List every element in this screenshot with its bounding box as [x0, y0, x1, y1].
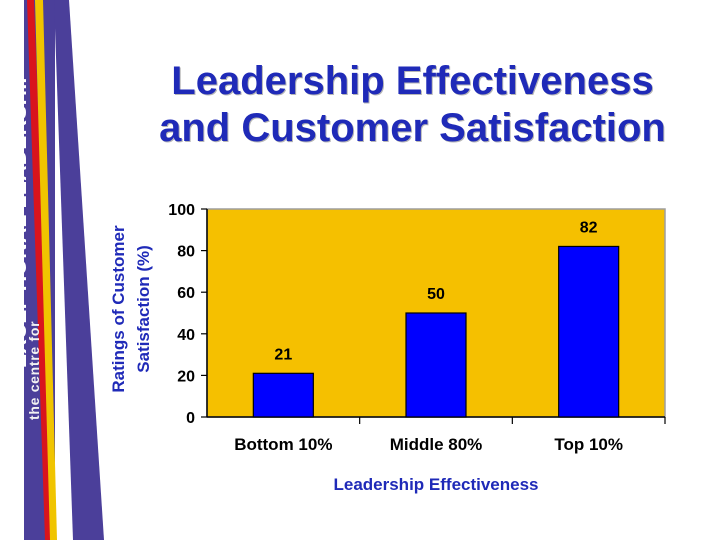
brand-wordmark: the centre for EXCEPTIONAL LEADERSHIP: [6, 0, 76, 420]
y-axis-label-line-1: Ratings of Customer: [109, 225, 128, 393]
y-tick-label: 60: [177, 285, 195, 302]
bar: [405, 312, 467, 418]
bar-chart: 0 20 40 60 80 100 21 50 82 Bottom 10% Middle 80%…: [109, 202, 666, 494]
bars: 21 50 82: [252, 219, 620, 418]
bar: [252, 372, 314, 418]
brand-main-line: EXCEPTIONAL LEADERSHIP: [8, 69, 31, 368]
y-tick-label: 20: [177, 368, 195, 385]
x-category-label: Middle 80%: [390, 435, 483, 454]
bar-value-label: 82: [580, 219, 598, 236]
decorative-ribbon: [0, 0, 104, 540]
x-axis-label: Leadership Effectiveness: [333, 475, 538, 494]
slide-title-line-2: and Customer Satisfaction: [159, 106, 666, 150]
x-category-label: Top 10%: [554, 435, 623, 454]
bar-value-label: 50: [427, 286, 445, 303]
bar-value-label: 21: [274, 346, 292, 363]
x-labels: Bottom 10% Middle 80% Top 10%: [234, 417, 666, 454]
x-category-label: Bottom 10%: [234, 435, 332, 454]
ribbon-yellow-strip: [35, 0, 57, 540]
bar: [558, 245, 620, 418]
y-tick-label: 0: [186, 410, 195, 427]
y-tick-label: 80: [177, 244, 195, 261]
slide-title-line-1: Leadership Effectiveness: [171, 59, 654, 103]
ribbon-purple-edge: [54, 0, 104, 540]
y-ticks: 0 20 40 60 80 100: [168, 202, 207, 427]
slide-title: Leadership Effectiveness and Customer Sa…: [120, 58, 705, 152]
y-axis-label-line-2: Satisfaction (%): [134, 245, 153, 373]
y-tick-label: 100: [168, 202, 195, 219]
ribbon-white-strip: [0, 0, 27, 540]
y-tick-label: 40: [177, 327, 195, 344]
